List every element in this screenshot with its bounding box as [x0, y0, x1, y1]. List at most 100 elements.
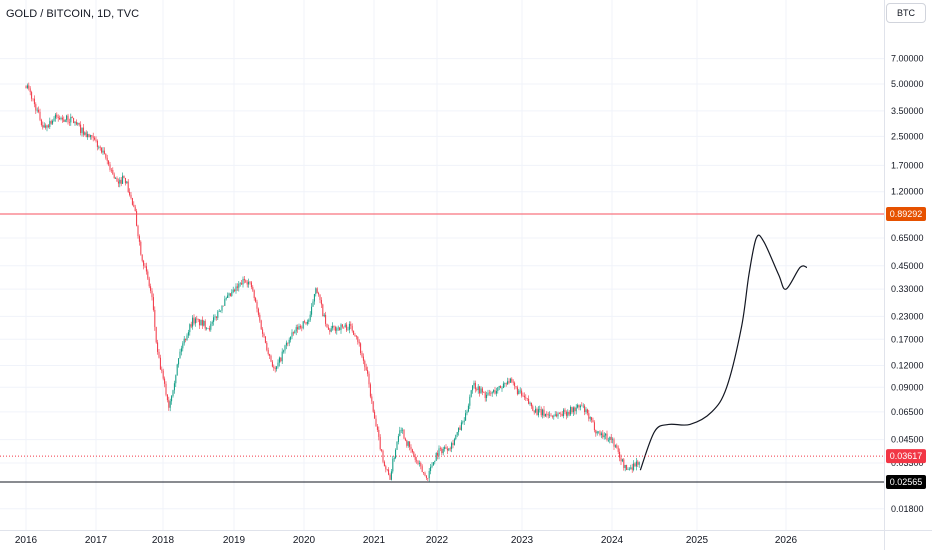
candle	[376, 424, 378, 432]
candle	[453, 437, 455, 446]
candle	[271, 359, 273, 368]
candle	[81, 127, 83, 137]
candle	[346, 322, 348, 332]
candle	[283, 349, 285, 354]
candle	[610, 433, 612, 444]
candle	[491, 391, 493, 397]
candle	[413, 451, 415, 458]
candle	[446, 446, 448, 455]
candle	[61, 114, 63, 123]
candle	[564, 407, 566, 415]
candle	[329, 328, 331, 335]
candle	[52, 119, 54, 125]
candle	[543, 405, 545, 418]
candle	[255, 296, 257, 303]
candle	[78, 122, 80, 127]
candle	[343, 326, 345, 329]
candle	[302, 321, 304, 330]
candle	[357, 336, 359, 345]
candle	[480, 386, 482, 394]
candle	[385, 464, 387, 473]
price-line[interactable]: 0.02565	[0, 475, 926, 490]
y-tick-label: 0.01800	[891, 504, 924, 514]
candle	[115, 176, 117, 180]
candle	[206, 327, 208, 331]
candle	[129, 188, 131, 197]
candle	[585, 407, 587, 415]
candle	[596, 430, 598, 436]
candle	[339, 327, 341, 331]
candle	[42, 121, 44, 130]
candle	[469, 394, 471, 409]
x-tick-label: 2018	[152, 535, 175, 546]
candle	[221, 305, 223, 314]
candle	[85, 130, 87, 138]
candle	[176, 363, 178, 376]
price-line[interactable]: 0.03617	[0, 449, 926, 464]
candle	[229, 293, 231, 297]
candle	[617, 445, 619, 455]
candle	[116, 176, 118, 182]
candle	[278, 356, 280, 367]
candle	[141, 254, 143, 263]
candle	[158, 348, 160, 359]
candle	[318, 291, 320, 297]
candle	[383, 460, 385, 467]
candle	[259, 312, 261, 323]
candle	[322, 303, 324, 317]
candle	[256, 299, 258, 313]
currency-button[interactable]: BTC	[886, 3, 926, 23]
candle	[353, 330, 355, 336]
price-badge	[886, 449, 926, 464]
candle	[613, 437, 615, 450]
candle	[166, 394, 168, 403]
candle	[33, 95, 35, 108]
candle	[190, 321, 192, 329]
candle	[325, 311, 327, 327]
candle	[332, 322, 334, 331]
candle	[175, 374, 177, 387]
candle	[201, 316, 203, 329]
candle	[203, 319, 205, 327]
candle	[549, 411, 551, 418]
candle	[53, 116, 55, 122]
candle	[231, 289, 233, 297]
candle	[407, 440, 409, 448]
candle	[57, 114, 59, 122]
y-tick-label: 0.65000	[891, 233, 924, 243]
candle	[458, 427, 460, 436]
candle	[292, 331, 294, 336]
price-line[interactable]: 0.89292	[0, 207, 926, 222]
y-tick-label: 0.17000	[891, 334, 924, 344]
candle	[87, 131, 89, 140]
candle	[501, 386, 503, 392]
candle	[451, 441, 453, 453]
candle	[297, 324, 299, 333]
candle	[126, 180, 128, 184]
candle	[515, 386, 517, 390]
candle	[99, 145, 101, 151]
candle	[108, 160, 110, 167]
candle	[481, 386, 483, 396]
candle	[152, 293, 154, 312]
candle	[584, 404, 586, 416]
candle	[47, 123, 49, 129]
candle	[557, 411, 559, 419]
candle	[472, 385, 474, 394]
candle	[392, 455, 394, 474]
candle	[185, 338, 187, 343]
candle	[305, 321, 307, 326]
candle	[159, 354, 161, 370]
candle	[493, 389, 495, 394]
candle	[144, 262, 146, 268]
candle	[477, 383, 479, 394]
candle	[96, 139, 98, 151]
candle	[31, 90, 33, 102]
candle	[295, 324, 297, 336]
candle	[109, 161, 111, 172]
candle	[463, 417, 465, 425]
candle	[581, 402, 583, 407]
candle	[427, 477, 429, 481]
candle	[242, 276, 244, 288]
